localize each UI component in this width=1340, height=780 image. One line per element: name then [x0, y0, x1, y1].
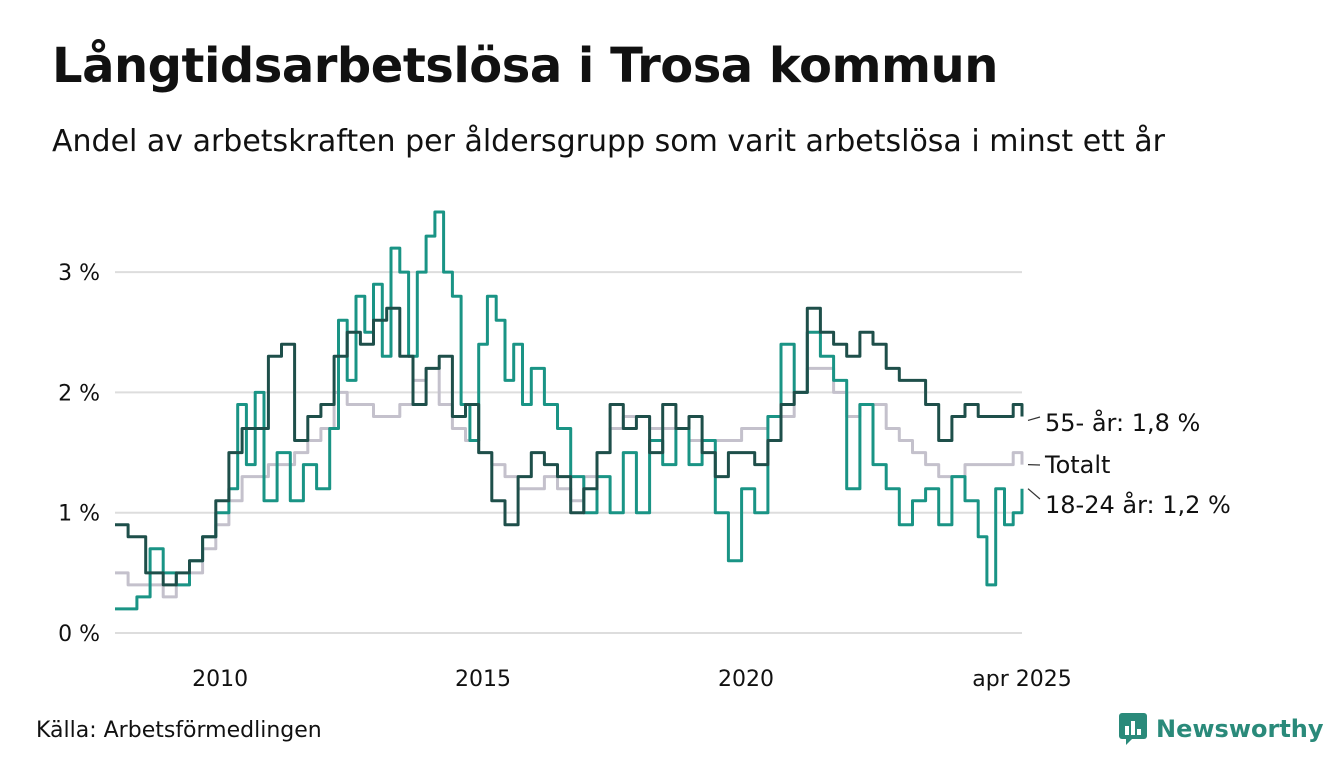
- y-tick-label: 3 %: [58, 261, 100, 286]
- x-tick-label: 2015: [455, 667, 511, 692]
- x-tick-label: 2020: [718, 667, 774, 692]
- label-leader-age55: [1027, 416, 1041, 422]
- y-tick-label: 2 %: [58, 381, 100, 406]
- label-leader-age1824: [1027, 488, 1041, 500]
- newsworthy-logo-icon: [1119, 713, 1147, 745]
- series-end-labels: Totalt 18-24 år: 1,2 % 55- år: 1,8 %: [1027, 408, 1231, 519]
- end-label-total: Totalt: [1044, 451, 1110, 479]
- line-chart: 0 % 1 % 2 % 3 % 2010 2015 2020 apr 2025 Totalt…: [58, 210, 1231, 692]
- series-line-age55: [115, 306, 1024, 587]
- chart-title: Långtidsarbetslösa i Trosa kommun: [52, 38, 998, 94]
- newsworthy-logo: Newsworthy: [1118, 712, 1324, 746]
- x-axis-ticks: 2010 2015 2020 apr 2025: [192, 667, 1072, 692]
- y-axis-ticks: 0 % 1 % 2 % 3 %: [58, 261, 100, 647]
- series-lines: [115, 210, 1024, 611]
- chart-subtitle: Andel av arbetskraften per åldersgrupp s…: [52, 124, 1165, 159]
- brand-name: Newsworthy: [1156, 715, 1324, 743]
- x-tick-label: apr 2025: [972, 667, 1071, 692]
- y-tick-label: 1 %: [58, 502, 100, 527]
- end-label-age1824: 18-24 år: 1,2 %: [1045, 490, 1231, 519]
- source-note: Källa: Arbetsförmedlingen: [36, 718, 322, 743]
- series-line-age1824: [115, 210, 1024, 611]
- end-label-age55: 55- år: 1,8 %: [1045, 408, 1200, 437]
- x-tick-label: 2010: [192, 667, 248, 692]
- y-tick-label: 0 %: [58, 622, 100, 647]
- gridlines: [115, 271, 1022, 634]
